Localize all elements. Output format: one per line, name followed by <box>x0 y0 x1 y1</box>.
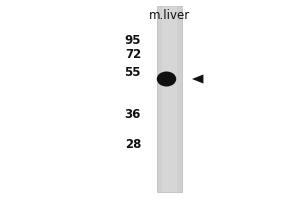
Ellipse shape <box>157 72 176 86</box>
Text: 95: 95 <box>124 34 141 47</box>
Bar <box>157 6 182 192</box>
Text: 28: 28 <box>124 138 141 152</box>
Bar <box>162 6 177 192</box>
Text: 36: 36 <box>124 108 141 120</box>
Text: 72: 72 <box>125 48 141 62</box>
Polygon shape <box>192 74 203 84</box>
Text: m.liver: m.liver <box>149 9 190 22</box>
Text: 55: 55 <box>124 66 141 79</box>
